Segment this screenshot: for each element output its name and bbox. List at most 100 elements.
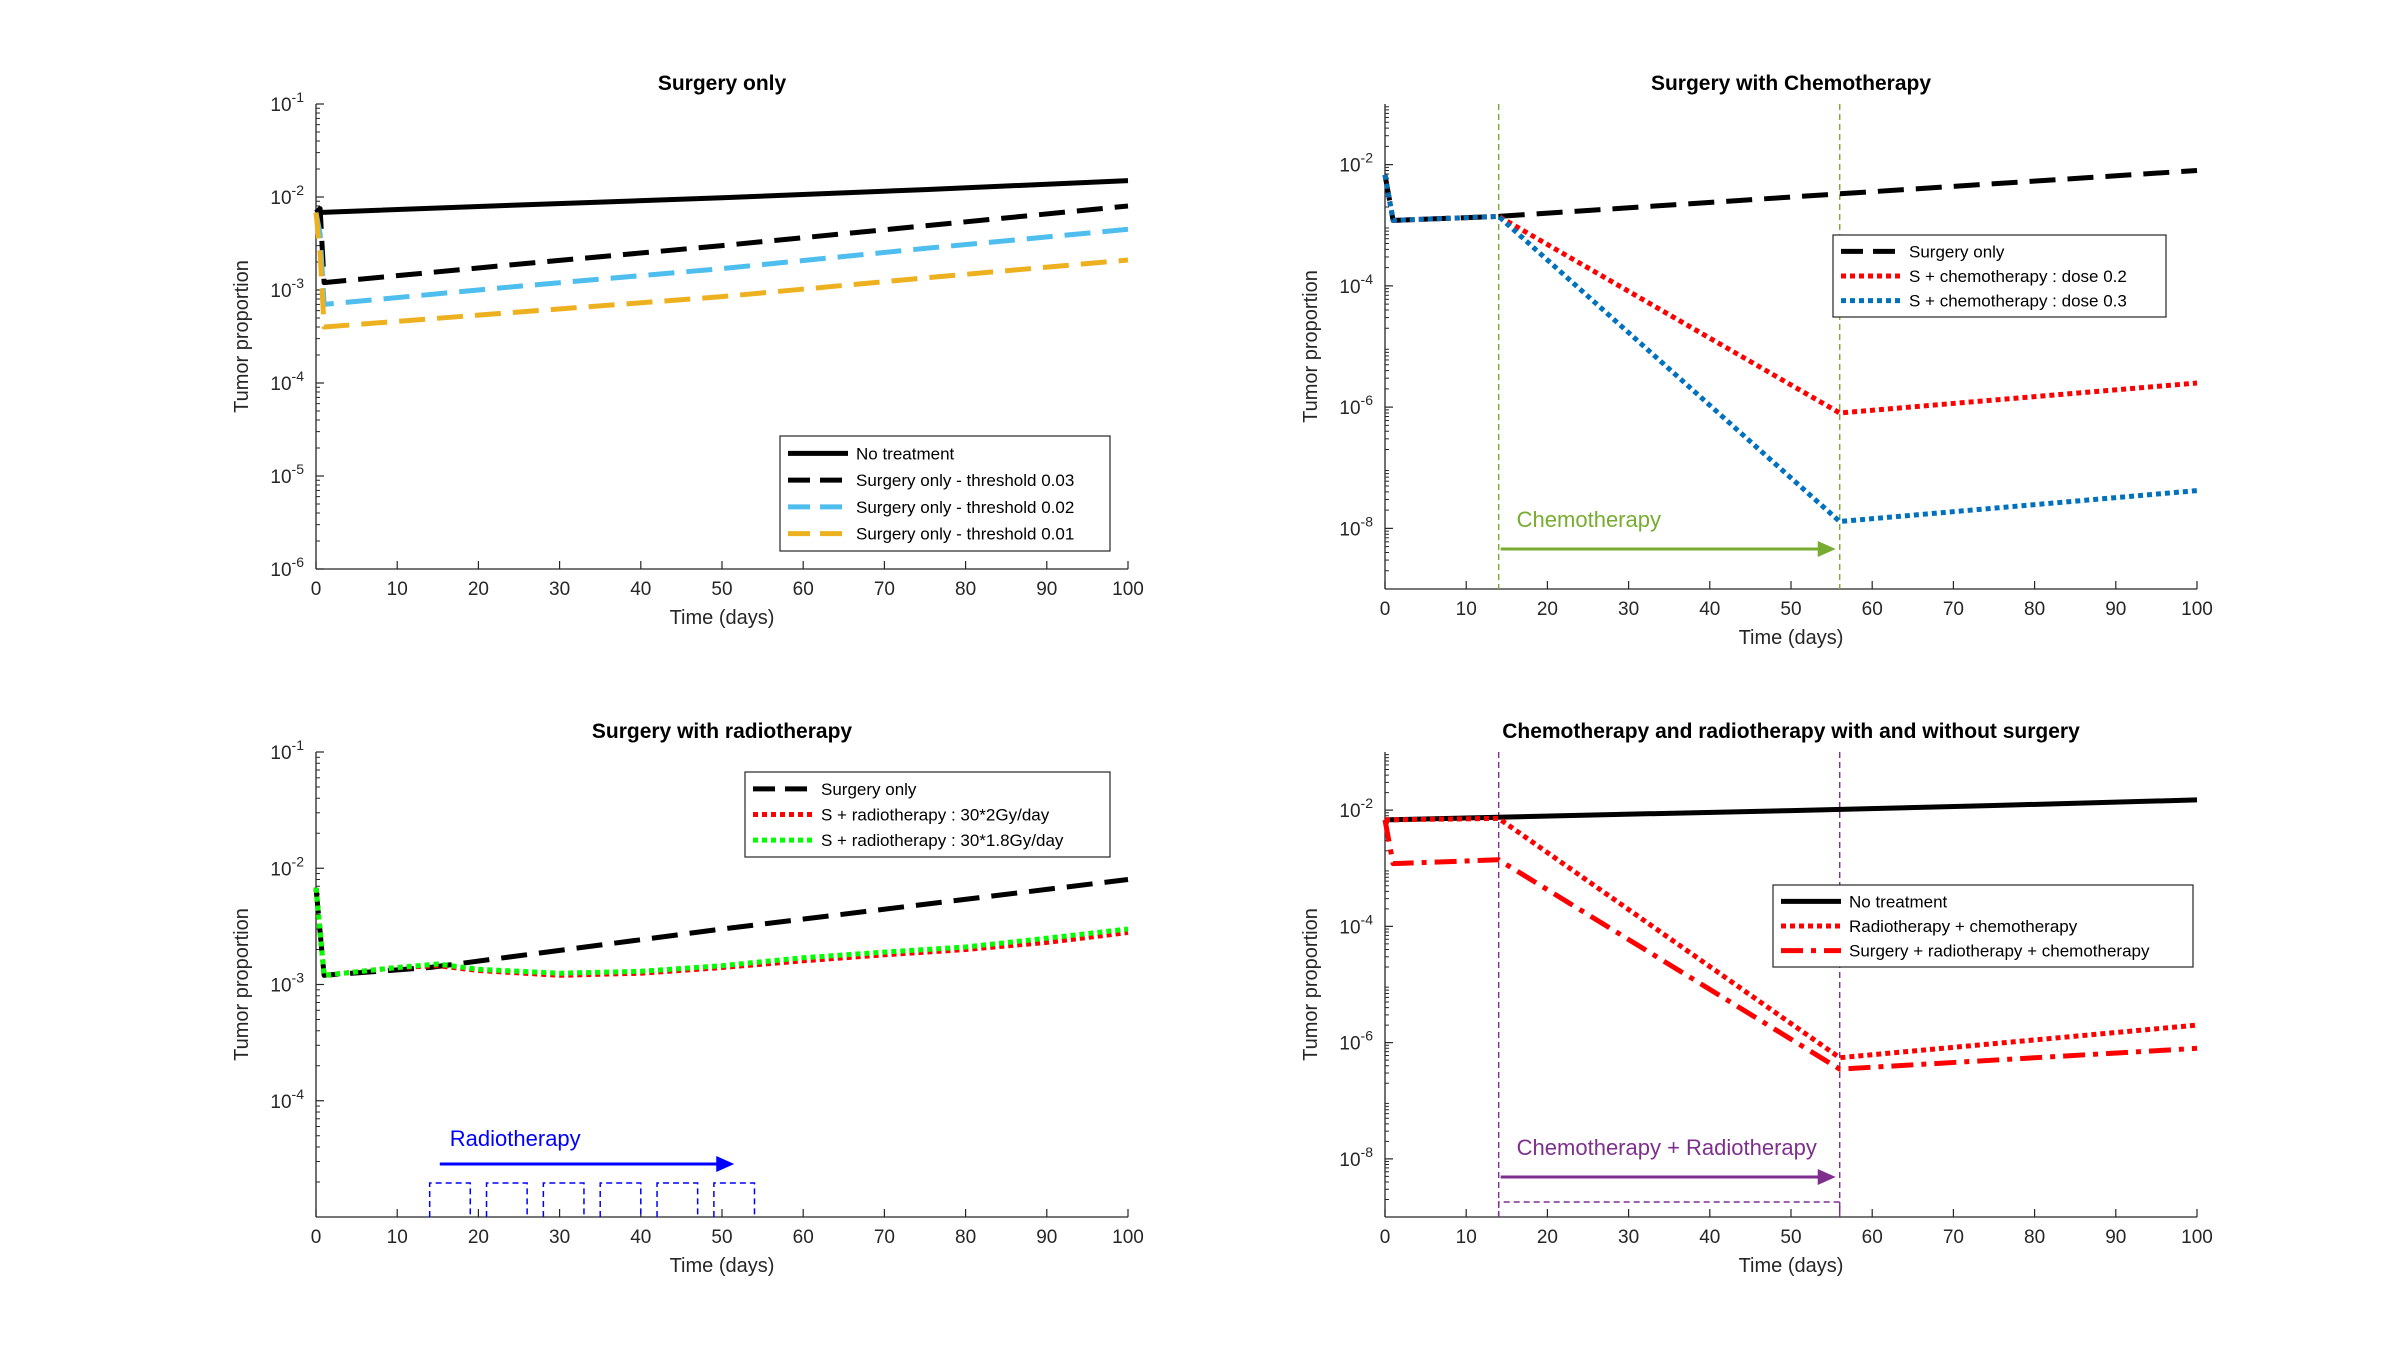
annotation-label: Chemotherapy + Radiotherapy — [1517, 1135, 1817, 1160]
x-tick-label: 0 — [311, 1227, 322, 1248]
series-line-3 — [313, 212, 1129, 307]
x-tick-label: 100 — [2181, 1227, 2213, 1248]
x-tick-label: 60 — [793, 1227, 814, 1248]
chart-title: Chemotherapy and radiotherapy with and w… — [1502, 720, 2080, 743]
y-tick-label: 10-3 — [270, 275, 304, 302]
x-tick-label: 50 — [1780, 599, 1801, 620]
y-tick-label: 10-5 — [270, 461, 304, 488]
legend-box — [1772, 884, 2194, 968]
legend-entry: S + chemotherapy : dose 0.2 — [1909, 267, 2127, 286]
x-tick-label: 20 — [468, 1227, 489, 1248]
chart-title: Surgery with Chemotherapy — [1651, 72, 1931, 95]
series-line-3 — [1382, 819, 2198, 1072]
x-tick-label: 20 — [468, 579, 489, 600]
annotation-label: Radiotherapy — [450, 1126, 581, 1151]
legend-entry: No treatment — [856, 444, 955, 463]
legend-entry: S + chemotherapy : dose 0.3 — [1909, 292, 2127, 311]
treatment-schedule-pulses — [1497, 1201, 1841, 1217]
x-tick-label: 90 — [1036, 579, 1057, 600]
legend-entry: S + radiotherapy : 30*1.8Gy/day — [821, 831, 1064, 850]
x-tick-label: 10 — [387, 1227, 408, 1248]
legend-entry: S + radiotherapy : 30*2Gy/day — [821, 806, 1050, 825]
y-tick-label: 10-4 — [1339, 271, 1373, 298]
legend-entry: Surgery only - threshold 0.03 — [856, 471, 1074, 490]
y-tick-label: 10-8 — [1339, 1144, 1373, 1171]
legend-entry: Radiotherapy + chemotherapy — [1849, 917, 2078, 936]
y-tick-label: 10-2 — [270, 182, 304, 209]
series-line-3 — [1382, 174, 2198, 524]
legend-box — [744, 771, 1111, 858]
x-tick-label: 80 — [2024, 599, 2045, 620]
x-tick-label: 40 — [1699, 599, 1720, 620]
legend-entry: Surgery only — [821, 780, 917, 799]
y-tick-label: 10-2 — [1339, 150, 1373, 177]
x-tick-label: 20 — [1537, 599, 1558, 620]
y-tick-label: 10-6 — [1339, 1028, 1373, 1055]
x-tick-label: 90 — [1036, 1227, 1057, 1248]
legend: No treatment Surgery only - threshold 0.0… — [779, 435, 1111, 552]
chart-title: Surgery with radiotherapy — [592, 720, 853, 743]
x-tick-label: 40 — [1699, 1227, 1720, 1248]
series-line-1 — [315, 178, 1129, 216]
legend-entry: Surgery only - threshold 0.01 — [856, 525, 1074, 544]
y-tick-label: 10-4 — [1339, 911, 1373, 938]
x-tick-label: 10 — [1456, 1227, 1477, 1248]
x-tick-label: 90 — [2105, 599, 2126, 620]
y-tick-label: 10-2 — [1339, 795, 1373, 822]
legend-entry: No treatment — [1849, 892, 1948, 911]
x-tick-label: 40 — [630, 579, 651, 600]
chart-panel-4: Chemotherapy and radiotherapy with and w… — [1300, 720, 2213, 1277]
x-axis-label: Time (days) — [1739, 627, 1844, 649]
chart-panel-1: Surgery only 0 10 20 30 40 50 60 70 80 90 100 10-6 10… — [231, 72, 1144, 629]
x-tick-label: 100 — [1112, 579, 1144, 600]
series-line-2 — [1384, 815, 2198, 1061]
x-tick-label: 50 — [711, 579, 732, 600]
y-axis-label: Tumor proportion — [1300, 908, 1322, 1061]
y-tick-label: 10-1 — [270, 89, 304, 116]
y-tick-label: 10-6 — [1339, 392, 1373, 419]
x-axis-label: Time (days) — [670, 607, 775, 629]
x-tick-label: 10 — [1456, 599, 1477, 620]
annotation-arrow-head — [1817, 541, 1836, 557]
series-line-3 — [313, 887, 1129, 978]
x-tick-label: 40 — [630, 1227, 651, 1248]
y-axis-label: Tumor proportion — [231, 908, 253, 1061]
series-line-4 — [313, 212, 1129, 330]
x-tick-label: 70 — [874, 1227, 895, 1248]
series-line-1 — [313, 877, 1129, 978]
y-axis-label: Tumor proportion — [231, 260, 253, 413]
series-line-1 — [1384, 797, 2198, 823]
x-tick-label: 50 — [711, 1227, 732, 1248]
x-tick-label: 0 — [1380, 1227, 1391, 1248]
annotation-arrow-head — [1817, 1169, 1836, 1185]
x-tick-label: 60 — [793, 579, 814, 600]
x-tick-label: 70 — [1943, 1227, 1964, 1248]
x-tick-label: 60 — [1862, 599, 1883, 620]
legend: No treatment Radiotherapy + chemotherapy S… — [1772, 884, 2194, 968]
x-tick-label: 30 — [549, 579, 570, 600]
chart-title: Surgery only — [658, 72, 787, 95]
x-tick-label: 70 — [1943, 599, 1964, 620]
treatment-schedule-pulses — [428, 1182, 756, 1217]
x-tick-label: 80 — [955, 1227, 976, 1248]
x-tick-label: 80 — [955, 579, 976, 600]
x-axis-label: Time (days) — [1739, 1255, 1844, 1277]
x-tick-label: 30 — [549, 1227, 570, 1248]
y-tick-label: 10-4 — [270, 368, 304, 395]
legend-entry: Surgery only - threshold 0.02 — [856, 498, 1074, 517]
y-tick-label: 10-4 — [270, 1086, 304, 1113]
x-tick-label: 50 — [1780, 1227, 1801, 1248]
chart-panel-3: Surgery with radiotherapy 0 10 20 30 40 50 60 70… — [231, 720, 1144, 1277]
y-tick-label: 10-2 — [270, 853, 304, 880]
x-tick-label: 100 — [1112, 1227, 1144, 1248]
x-tick-label: 0 — [1380, 599, 1391, 620]
annotation-label: Chemotherapy — [1517, 507, 1661, 532]
x-tick-label: 0 — [311, 579, 322, 600]
chart-panel-2: Surgery with Chemotherapy 0 10 20 30 40 50 60 70… — [1300, 72, 2213, 649]
x-tick-label: 70 — [874, 579, 895, 600]
x-tick-label: 30 — [1618, 599, 1639, 620]
y-tick-label: 10-6 — [270, 554, 304, 581]
legend: Surgery only S + radiotherapy : 30*2Gy/da… — [744, 771, 1111, 858]
y-axis-label: Tumor proportion — [1300, 270, 1322, 423]
